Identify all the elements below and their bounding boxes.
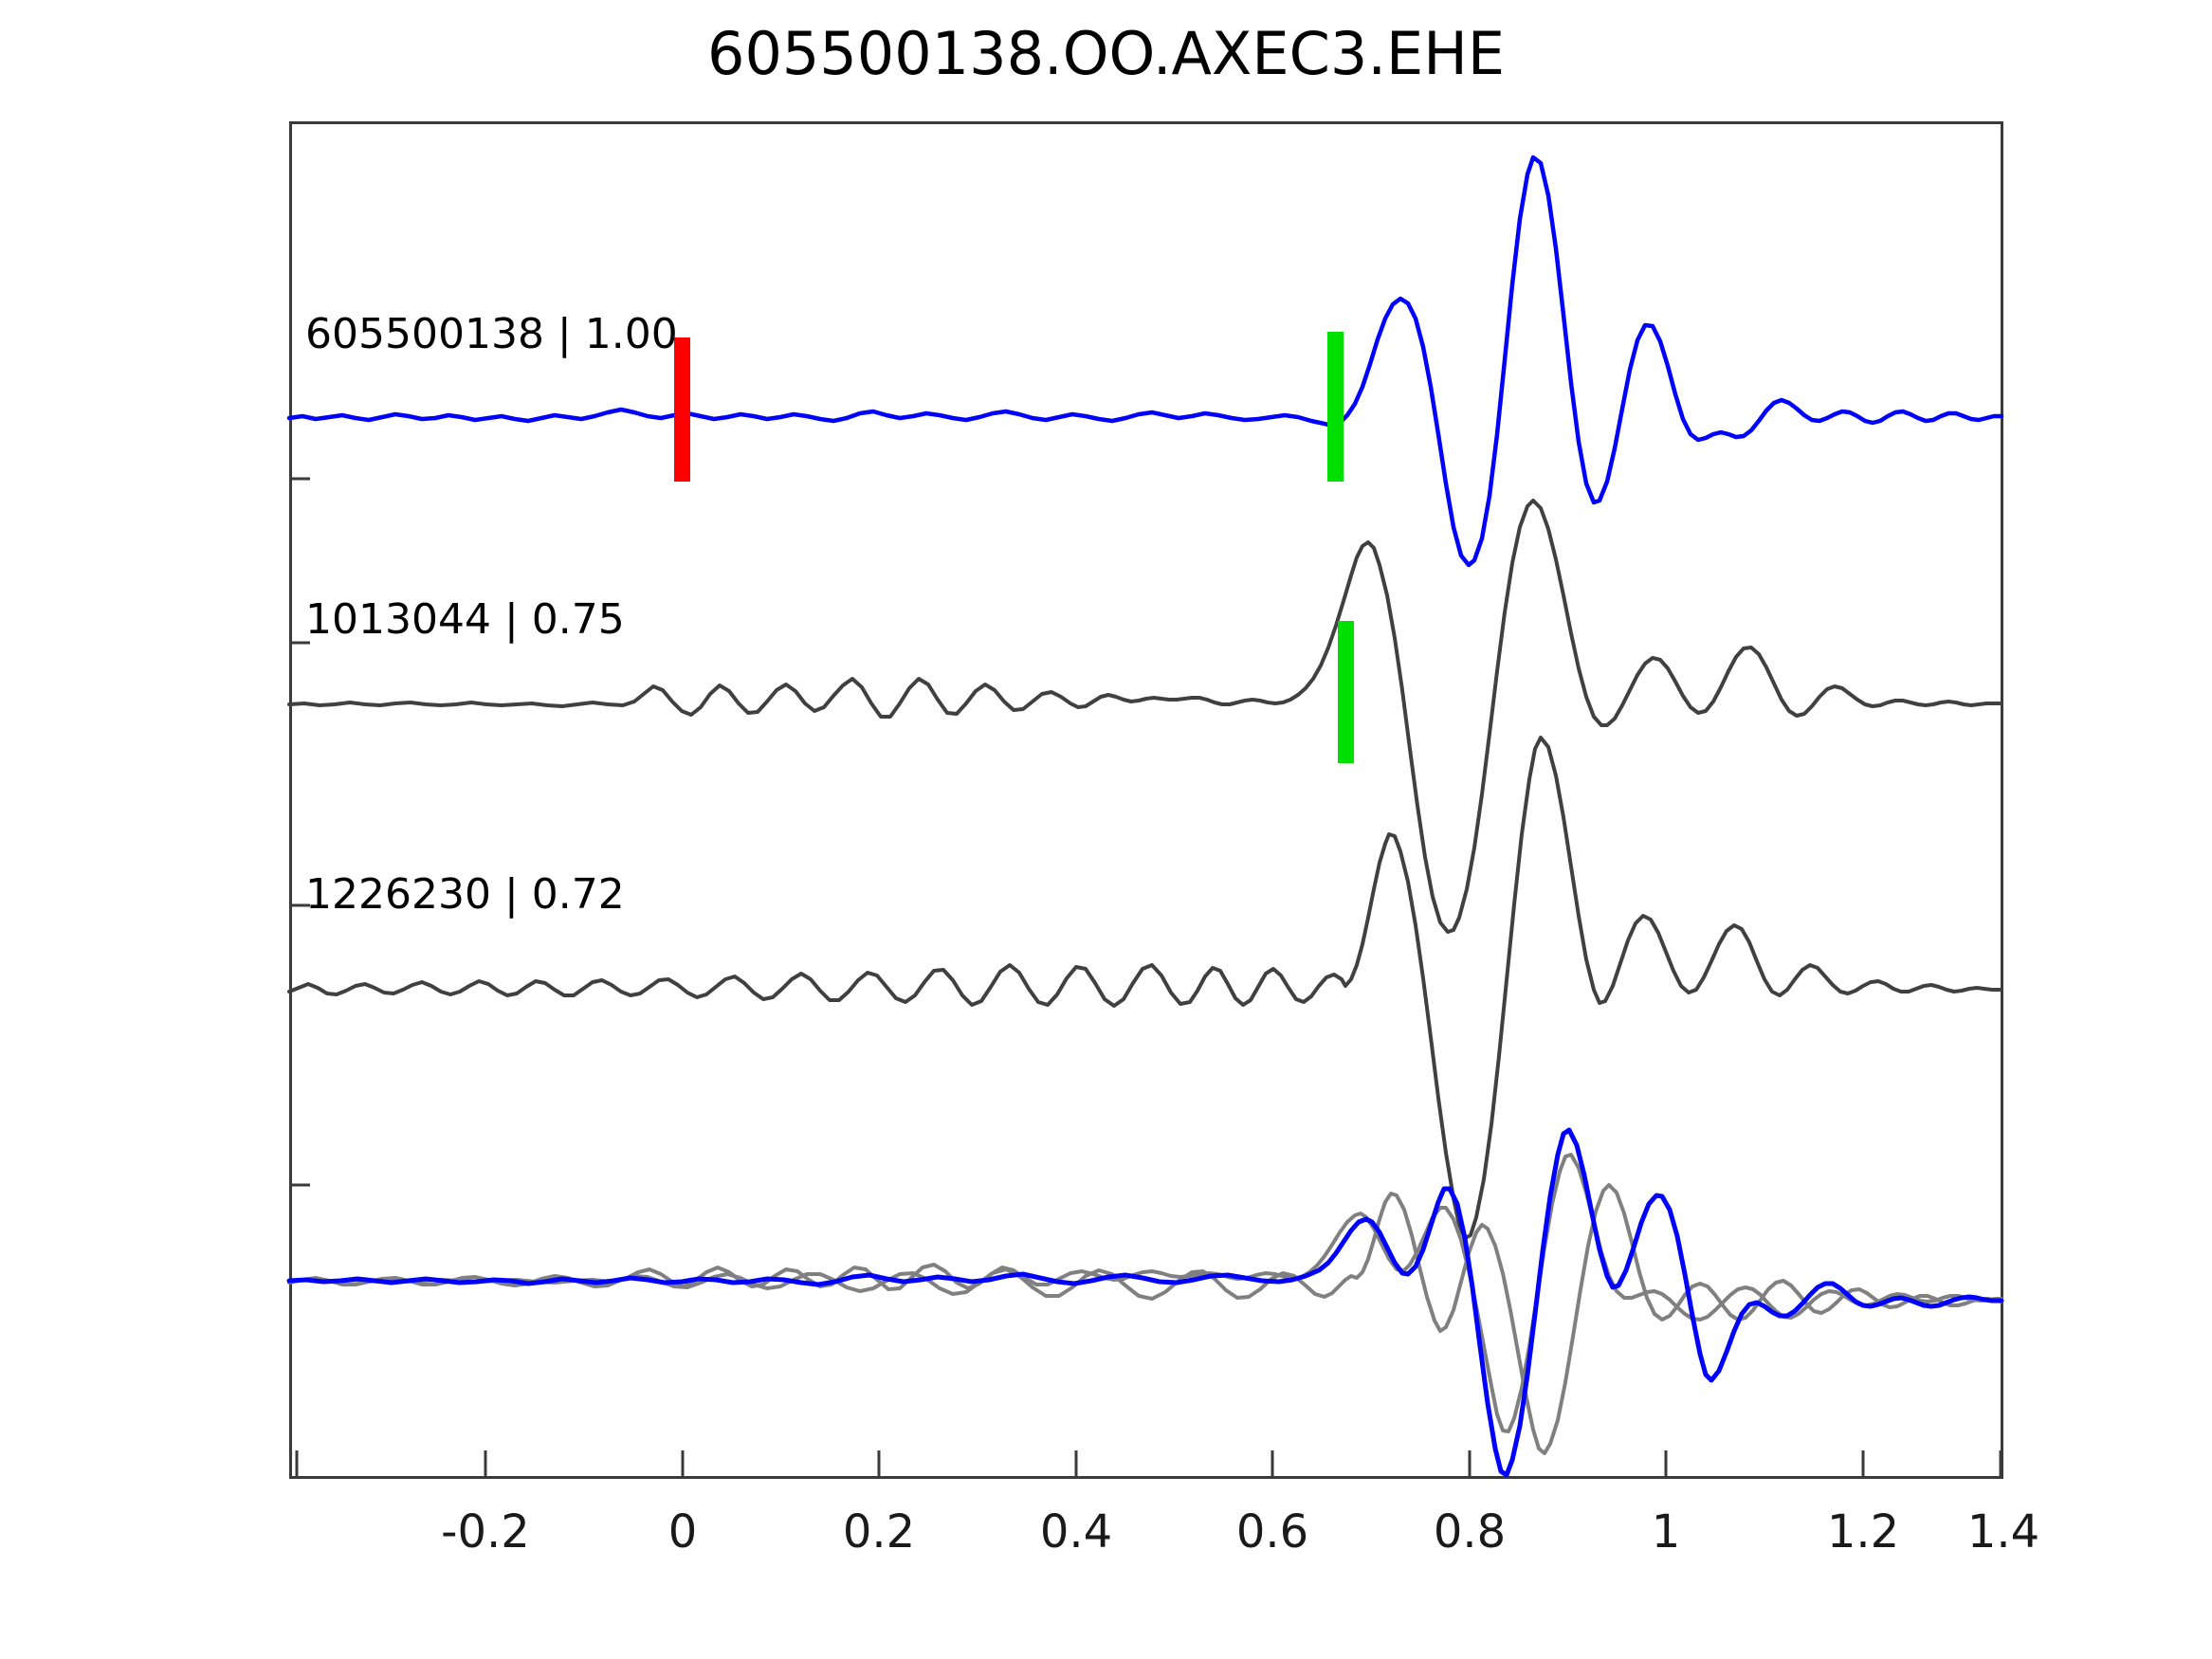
trace-line-1226230 xyxy=(287,736,2003,1240)
overlay-line-1013044 xyxy=(287,1153,2003,1433)
xtick-label-2: 0.2 xyxy=(842,1505,916,1559)
x-axis-tick-labels: -0.2 0 0.2 0.4 0.6 0.8 1 1.2 1.4 xyxy=(289,1505,2039,1572)
overlay-line-605500138 xyxy=(286,1127,2004,1478)
xtick-label-1: 0 xyxy=(667,1505,698,1559)
axes-frame xyxy=(289,121,2003,1479)
y-axis-ticks xyxy=(289,477,310,1187)
waveform-canvas xyxy=(286,155,2004,1479)
plot-area: 605500138 | 1.00 1013044 | 0.75 1226230 … xyxy=(286,121,2004,1479)
page-title: 605500138.OO.AXEC3.EHE xyxy=(707,19,1505,88)
xtick-label-6: 1 xyxy=(1651,1505,1681,1559)
trace-label-1: 1013044 | 0.75 xyxy=(305,595,625,644)
trace-label-0: 605500138 | 1.00 xyxy=(305,310,678,358)
arrival-pick-marker-trace1 xyxy=(1327,332,1344,482)
xtick-label-7: 1.2 xyxy=(1826,1505,1900,1559)
trace-line-605500138 xyxy=(286,155,2004,568)
xtick-label-3: 0.4 xyxy=(1039,1505,1113,1559)
xtick-label-0: -0.2 xyxy=(441,1505,530,1559)
xtick-label-8: 1.4 xyxy=(1966,1505,2040,1559)
x-axis-ticks xyxy=(295,1450,2002,1479)
arrival-pick-marker-trace2 xyxy=(1338,621,1354,763)
overlay-line-1226230 xyxy=(287,1183,2003,1455)
xtick-label-5: 0.8 xyxy=(1433,1505,1507,1559)
trace-label-2: 1226230 | 0.72 xyxy=(305,870,625,919)
xtick-label-4: 0.6 xyxy=(1235,1505,1309,1559)
trace-line-1013044 xyxy=(287,499,2003,934)
origin-pick-marker xyxy=(674,337,690,482)
